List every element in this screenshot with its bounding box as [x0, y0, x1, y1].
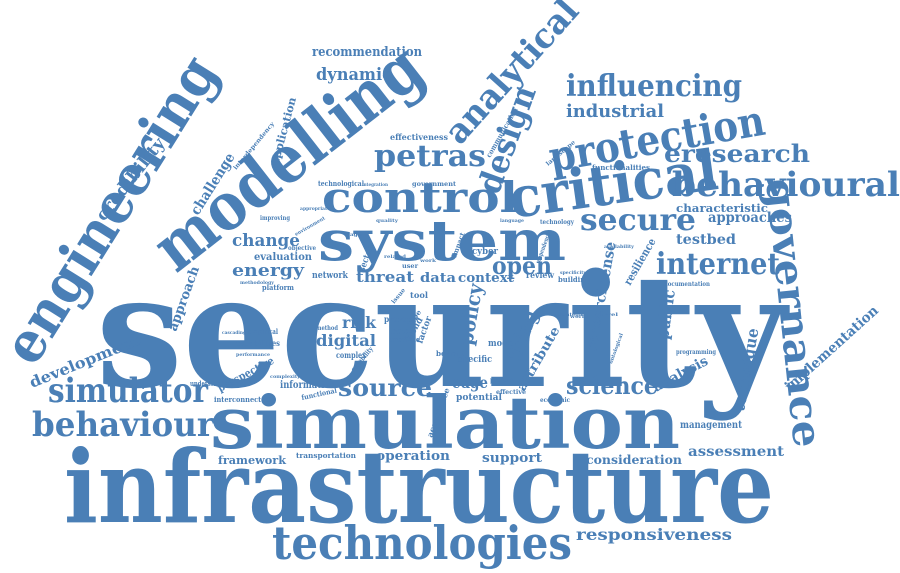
word-project: project: [490, 377, 514, 384]
word-credible: credible: [390, 335, 421, 344]
word-review: review: [526, 270, 555, 280]
word-economic: economic: [540, 397, 570, 404]
word-improving: improving: [260, 215, 291, 222]
word-technology: technology: [540, 219, 574, 226]
word-influencing: influencing: [566, 69, 742, 104]
word-security: security: [96, 240, 790, 423]
word-digital: digital: [316, 331, 376, 350]
word-cascading: cascading: [222, 330, 246, 336]
word-appropriate: appropriate: [300, 206, 330, 212]
word-language: language: [500, 218, 524, 224]
word-data: data: [420, 271, 457, 286]
word-quality: quality: [376, 218, 399, 224]
word-method: method: [316, 325, 339, 332]
word-approaches: approaches: [708, 210, 792, 226]
word-understanding: understanding: [190, 379, 234, 388]
word-secure: secure: [580, 203, 696, 238]
word-science: science: [566, 371, 658, 400]
word-empirical: empirical: [248, 327, 278, 336]
word-strategic: strategic: [558, 312, 584, 318]
word-transportation: transportation: [296, 451, 356, 460]
word-threat: threat: [356, 268, 414, 286]
word-platform: platform: [262, 283, 295, 292]
word-characteristic: characteristic: [676, 202, 768, 215]
word-network: network: [312, 271, 349, 281]
word-simulation: simulation: [210, 380, 680, 465]
word-integration: integration: [362, 182, 388, 188]
word-performance: performance: [236, 352, 270, 358]
word-technological: technological: [318, 179, 364, 188]
word-industrial: industrial: [566, 101, 664, 122]
word-recommendation: recommendation: [312, 45, 422, 60]
word-government: government: [412, 181, 456, 188]
word-change: change: [232, 231, 300, 251]
word-agent: agent: [350, 232, 369, 238]
word-open: open: [492, 251, 552, 280]
word-effective: effective: [496, 389, 526, 396]
word-information: information: [280, 380, 337, 391]
word-operation: operation: [376, 449, 451, 464]
word-availability: availability: [604, 244, 635, 250]
word-risk: risk: [342, 313, 377, 332]
word-building: building: [558, 275, 590, 284]
word-user: user: [402, 263, 419, 270]
word-complex: complex: [336, 350, 366, 360]
word-edge: edge: [452, 373, 488, 392]
word-complexity: complexity: [270, 374, 301, 380]
word-support: support: [482, 451, 542, 466]
word-model: model: [488, 339, 517, 349]
word-framework: framework: [218, 454, 286, 467]
word-tool: tool: [410, 290, 428, 300]
word-behavioural: behavioural: [672, 165, 900, 205]
word-testbed: testbed: [676, 232, 736, 248]
word-documentation: documentation: [664, 281, 711, 288]
word-objective: objective: [288, 245, 316, 252]
word-technologies: technologies: [272, 516, 572, 570]
word-behaviour: behaviour: [32, 405, 215, 445]
word-specificity: specificity: [560, 270, 587, 276]
word-source: source: [338, 373, 432, 402]
word-internet: internet: [656, 247, 780, 282]
word-dynamic: dynamic: [316, 65, 392, 85]
word-work: work: [419, 258, 437, 264]
word-capabilities: capabilities: [236, 338, 280, 348]
word-world: world: [569, 314, 589, 320]
word-simulator: simulator: [48, 371, 209, 411]
word-benefit: benefit: [436, 349, 465, 358]
word-responsiveness: responsiveness: [576, 525, 732, 544]
word-effectiveness: effectiveness: [390, 132, 448, 142]
word-programming: programming: [676, 349, 717, 356]
word-petras: petras: [374, 139, 486, 174]
word-consideration: consideration: [586, 453, 682, 467]
word-assessment: assessment: [688, 444, 785, 460]
word-context: context: [458, 271, 514, 286]
word-control: control: [322, 173, 518, 222]
word-present: present: [384, 314, 416, 324]
word-specific: specific: [458, 355, 492, 365]
word-evaluation: evaluation: [254, 252, 313, 263]
word-infrastructure: infrastructure: [64, 428, 774, 546]
word-cscy: cscy: [390, 327, 415, 337]
word-eresearch: eresearch: [664, 139, 810, 168]
word-system: system: [318, 208, 566, 274]
word-functionalities: functionalities: [592, 163, 650, 172]
word-interconnected: interconnected: [214, 395, 270, 404]
word-cyber: cyber: [472, 247, 498, 257]
word-level: level: [600, 312, 618, 318]
word-energy: energy: [232, 261, 305, 281]
word-management: management: [680, 420, 742, 431]
word-methodology: methodology: [240, 280, 275, 286]
word-potential: potential: [456, 393, 503, 403]
word-related: related: [384, 254, 407, 260]
